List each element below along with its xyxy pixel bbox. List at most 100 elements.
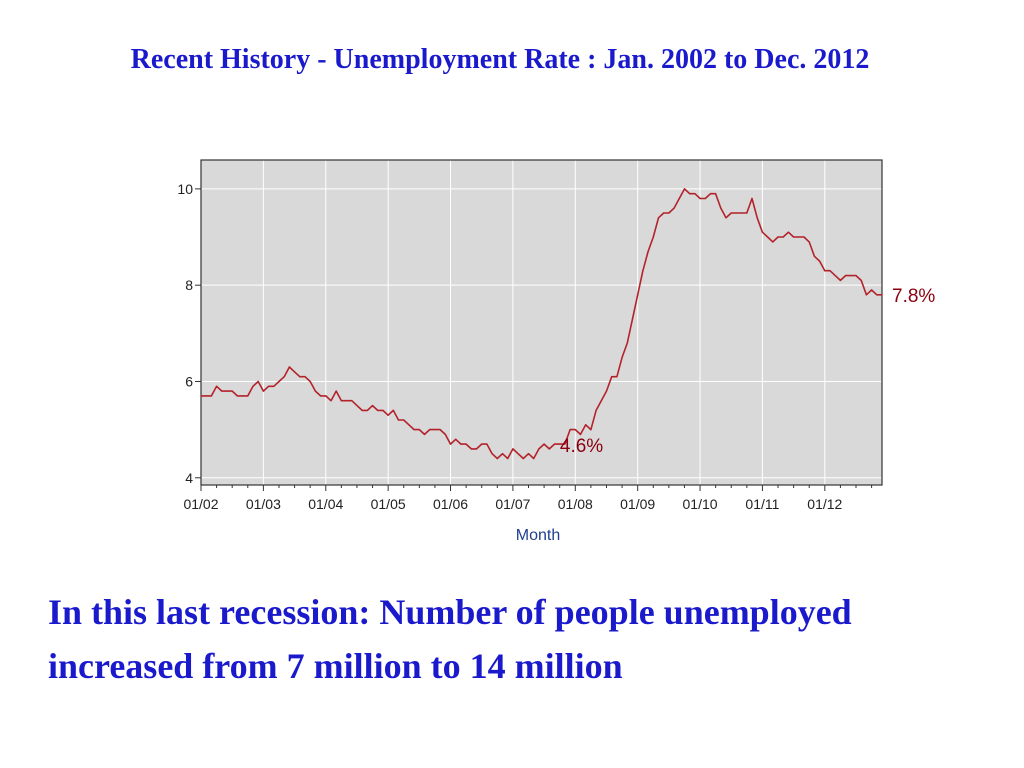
data-point bbox=[278, 380, 280, 383]
x-tick-label: 01/03 bbox=[246, 496, 281, 512]
data-point bbox=[408, 424, 410, 426]
data-point bbox=[595, 409, 597, 411]
data-point bbox=[527, 453, 530, 455]
data-point bbox=[751, 197, 753, 200]
data-point bbox=[257, 380, 259, 383]
data-point bbox=[813, 255, 816, 257]
data-point bbox=[507, 457, 509, 460]
data-point bbox=[657, 217, 660, 219]
data-point bbox=[673, 207, 675, 209]
annotation-label: 4.6% bbox=[560, 436, 603, 457]
data-point bbox=[689, 193, 691, 195]
data-point bbox=[652, 236, 654, 238]
data-point bbox=[746, 212, 748, 214]
data-point bbox=[704, 197, 706, 200]
data-point bbox=[845, 275, 847, 277]
data-point bbox=[481, 443, 483, 445]
data-point bbox=[767, 236, 769, 238]
data-point bbox=[325, 395, 327, 397]
data-point bbox=[387, 414, 389, 416]
data-point bbox=[720, 207, 722, 209]
data-point bbox=[236, 395, 238, 397]
data-point bbox=[829, 270, 831, 272]
data-point bbox=[569, 429, 571, 431]
data-point bbox=[647, 250, 649, 253]
data-point bbox=[871, 289, 873, 291]
data-point bbox=[834, 275, 836, 277]
data-point bbox=[392, 409, 394, 411]
data-point bbox=[299, 376, 301, 378]
data-point bbox=[200, 395, 202, 397]
data-point bbox=[252, 385, 254, 387]
data-point bbox=[730, 212, 732, 214]
data-point bbox=[881, 294, 883, 296]
x-tick-label: 01/10 bbox=[683, 496, 718, 512]
data-point bbox=[808, 241, 810, 243]
data-point bbox=[626, 342, 628, 344]
data-point bbox=[496, 457, 498, 460]
x-axis-title: Month bbox=[516, 527, 560, 544]
data-point bbox=[449, 443, 452, 445]
x-tick-label: 01/09 bbox=[620, 496, 655, 512]
data-point bbox=[631, 318, 634, 320]
plot-area bbox=[201, 160, 882, 485]
data-point bbox=[876, 294, 878, 296]
data-point bbox=[475, 448, 478, 450]
data-point bbox=[371, 405, 374, 407]
data-point bbox=[621, 356, 623, 358]
plot-frame bbox=[200, 159, 883, 486]
data-point bbox=[793, 236, 795, 238]
data-point bbox=[288, 366, 290, 368]
data-point bbox=[460, 443, 462, 445]
x-tick-label: 01/11 bbox=[745, 496, 779, 512]
data-point bbox=[226, 390, 228, 392]
x-tick-label: 01/04 bbox=[308, 496, 343, 512]
data-point bbox=[850, 275, 852, 277]
data-point bbox=[553, 443, 556, 445]
data-point bbox=[423, 433, 426, 435]
data-point bbox=[798, 236, 800, 238]
data-point bbox=[756, 217, 758, 219]
data-point bbox=[268, 385, 270, 387]
data-point bbox=[538, 448, 540, 450]
data-point bbox=[413, 429, 415, 431]
data-point bbox=[637, 294, 639, 296]
data-point bbox=[304, 376, 306, 378]
data-point bbox=[824, 270, 826, 272]
data-point bbox=[590, 429, 592, 431]
data-point bbox=[356, 405, 358, 407]
data-point bbox=[683, 188, 686, 190]
data-point bbox=[761, 231, 764, 233]
data-point bbox=[600, 400, 602, 402]
data-point bbox=[216, 385, 218, 387]
data-point bbox=[314, 390, 316, 392]
series-line bbox=[201, 188, 882, 460]
annotation-label: 7.8% bbox=[892, 286, 935, 307]
x-tick-label: 01/12 bbox=[807, 496, 842, 512]
y-tick-label: 10 bbox=[177, 181, 193, 197]
data-point bbox=[361, 409, 363, 411]
y-tick-label: 8 bbox=[185, 277, 193, 293]
data-point bbox=[777, 236, 779, 238]
data-point bbox=[429, 429, 431, 431]
data-point bbox=[340, 400, 342, 402]
data-point bbox=[772, 241, 774, 243]
data-point bbox=[486, 443, 488, 445]
data-point bbox=[366, 409, 368, 411]
x-tick-label: 01/07 bbox=[495, 496, 530, 512]
x-tick-label: 01/08 bbox=[558, 496, 593, 512]
chart-svg: 4 6 8 10 01/02 01/03 01/04 01/05 01/06 01/07 01/08… bbox=[177, 159, 935, 544]
data-point bbox=[803, 236, 805, 238]
data-point bbox=[262, 390, 264, 392]
data-point bbox=[205, 395, 207, 397]
data-point bbox=[819, 260, 821, 262]
data-point bbox=[294, 371, 296, 373]
data-point bbox=[548, 448, 550, 450]
data-point bbox=[709, 193, 712, 195]
data-point bbox=[741, 212, 743, 214]
body-text: In this last recession: Number of people… bbox=[48, 592, 852, 686]
data-point bbox=[699, 197, 701, 200]
data-point bbox=[543, 443, 545, 445]
data-point bbox=[715, 193, 717, 195]
data-point bbox=[210, 395, 212, 397]
